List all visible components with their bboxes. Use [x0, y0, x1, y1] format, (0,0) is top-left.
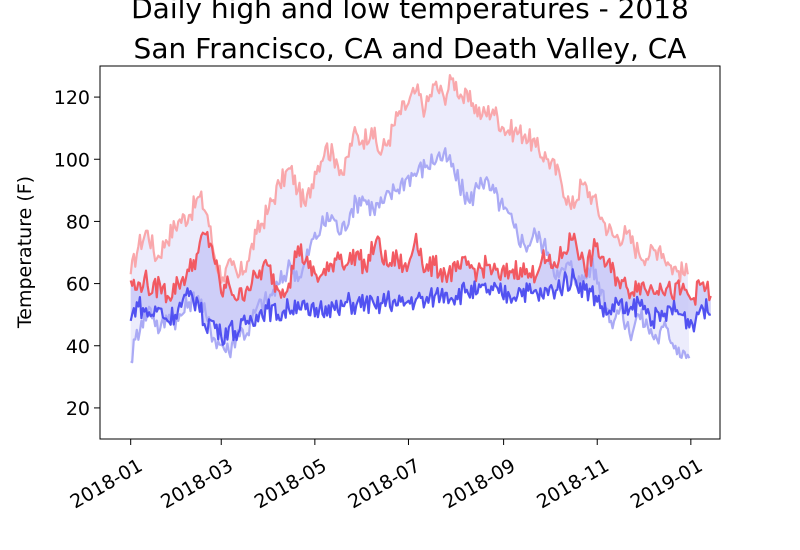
chart-title-line-1: Daily high and low temperatures - 2018 — [131, 0, 689, 25]
y-axis: 20 40 60 80 100 120 — [54, 87, 100, 420]
y-tick-label: 60 — [66, 274, 90, 296]
fill-layer — [130, 75, 711, 363]
x-tick-label: 2018-09 — [439, 455, 519, 514]
series-line-san-francisco-low — [129, 268, 711, 346]
x-tick-label: 2018-03 — [157, 455, 237, 514]
y-axis-label: Temperature (F) — [14, 176, 36, 329]
x-axis: 2018-01 2018-03 2018-05 2018-07 2018-09 2018-… — [67, 439, 707, 514]
x-tick-label: 2019-01 — [627, 455, 707, 514]
y-tick-label: 20 — [66, 398, 90, 420]
x-tick-label: 2018-01 — [67, 455, 147, 514]
y-tick-label: 40 — [66, 336, 90, 358]
plot-area-frame — [99, 65, 721, 440]
chart-title-line-2: San Francisco, CA and Death Valley, CA — [134, 32, 687, 65]
y-tick-label: 80 — [66, 211, 90, 233]
x-tick-label: 2018-11 — [533, 455, 613, 514]
x-tick-label: 2018-07 — [344, 455, 424, 514]
x-tick-label: 2018-05 — [251, 455, 331, 514]
series-line-death-valley-low — [130, 147, 691, 364]
series-layer — [129, 74, 712, 364]
fill-san-francisco — [130, 232, 711, 345]
chart-title: Daily high and low temperatures - 2018 S… — [131, 0, 689, 65]
y-tick-label: 120 — [54, 87, 90, 109]
series-line-death-valley-high — [129, 74, 689, 284]
series-line-san-francisco-high — [129, 230, 712, 306]
y-tick-label: 100 — [54, 149, 90, 171]
